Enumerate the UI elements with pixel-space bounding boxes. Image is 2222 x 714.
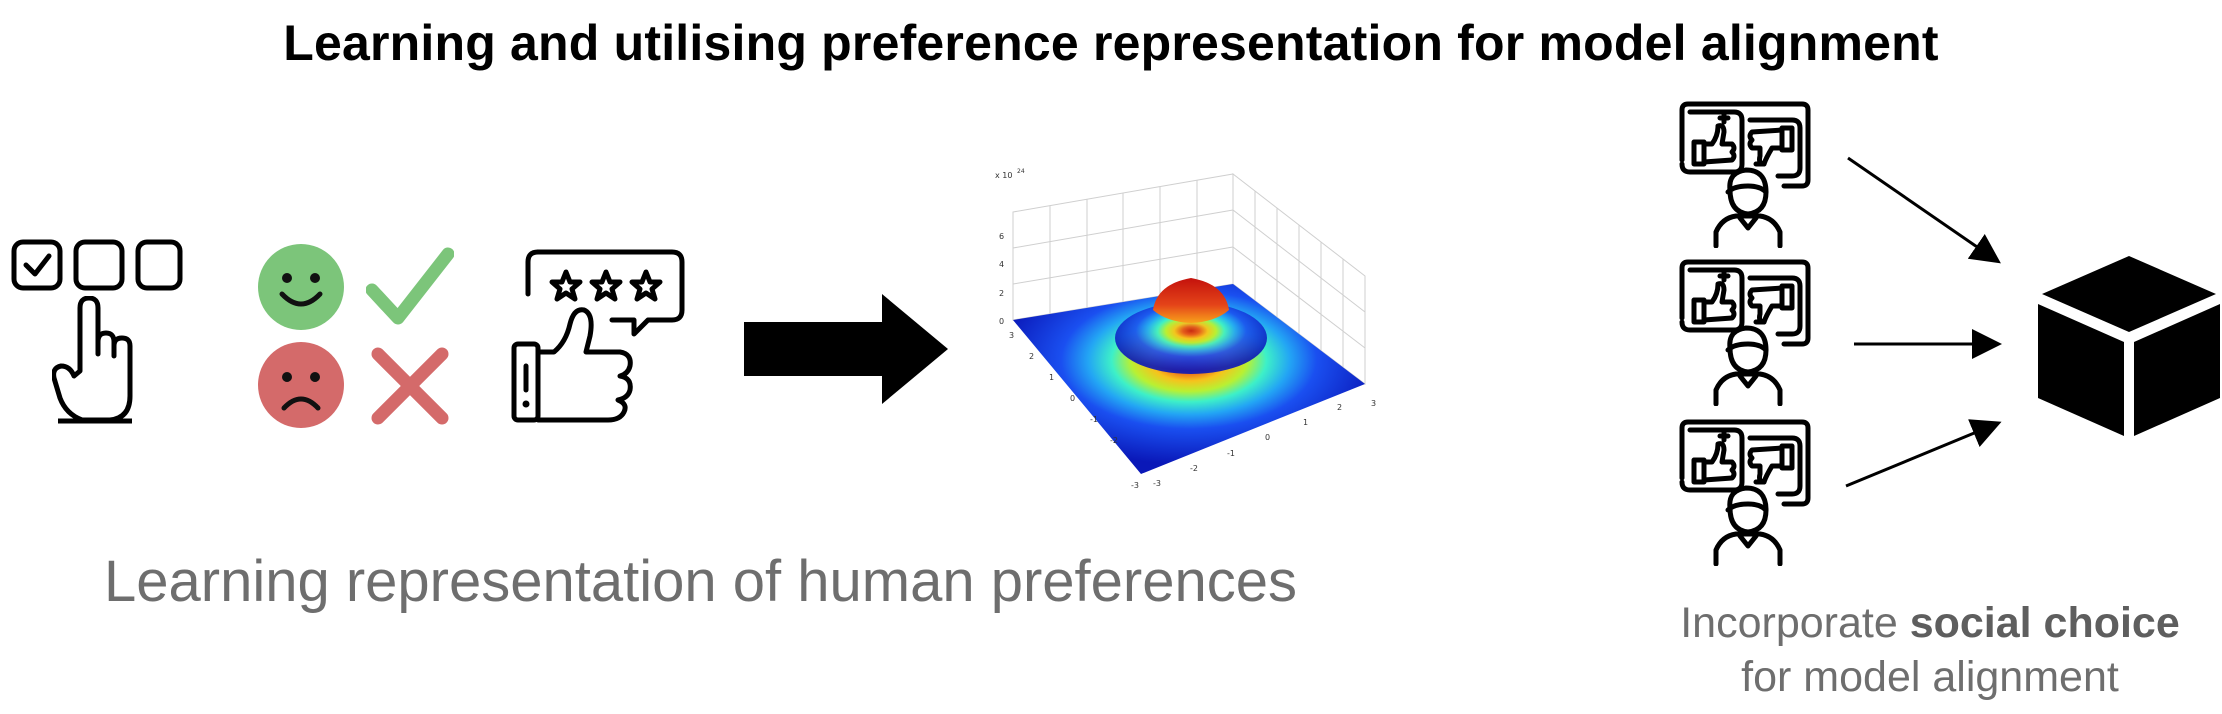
svg-text:1: 1: [1303, 418, 1308, 427]
svg-text:3: 3: [1371, 399, 1376, 408]
svg-text:-2: -2: [1190, 464, 1198, 473]
svg-text:1: 1: [1049, 373, 1054, 382]
3d-surface-plot: x 10 24 0 2 4 6 3 2 1 0 -1 -2 -3 -3 -2 -…: [995, 168, 1376, 490]
right-caption-prefix: Incorporate: [1680, 599, 1910, 647]
voter-icon-1: [1679, 101, 1811, 248]
svg-text:x 10: x 10: [995, 171, 1012, 180]
right-caption: Incorporate social choice for model alig…: [1640, 596, 2220, 704]
svg-text:0: 0: [999, 317, 1004, 326]
right-caption-line2: for model alignment: [1741, 653, 2119, 701]
star-rating-thumbs-up-icon: [511, 249, 685, 423]
svg-text:2: 2: [999, 289, 1004, 298]
pointing-hand-icon: [52, 296, 133, 424]
model-cube-icon: [2038, 256, 2220, 436]
cross-mark-icon: [371, 347, 449, 425]
svg-text:2: 2: [1337, 403, 1342, 412]
right-caption-bold: social choice: [1909, 599, 2180, 647]
voter-icon-3: [1679, 419, 1811, 566]
svg-text:3: 3: [1009, 331, 1014, 340]
svg-text:-1: -1: [1227, 449, 1235, 458]
voter-icon-2: [1679, 259, 1811, 406]
arrow-voter-3: [1845, 419, 2002, 488]
svg-text:2: 2: [1029, 352, 1034, 361]
happy-face-icon: [258, 244, 344, 330]
big-right-arrow: [744, 294, 948, 404]
svg-text:4: 4: [999, 260, 1004, 269]
checkbox-selection-icon: [11, 239, 183, 291]
svg-text:-2: -2: [1110, 436, 1118, 445]
sad-face-icon: [258, 342, 344, 428]
arrow-voter-1: [1847, 156, 2001, 264]
svg-text:0: 0: [1070, 394, 1075, 403]
svg-text:-3: -3: [1131, 481, 1139, 490]
svg-text:0: 0: [1265, 433, 1270, 442]
svg-text:-3: -3: [1153, 479, 1161, 488]
svg-text:24: 24: [1017, 168, 1025, 175]
check-mark-icon: [366, 247, 454, 325]
left-caption: Learning representation of human prefere…: [104, 549, 1297, 614]
diagram-title: Learning and utilising preference repres…: [283, 15, 1939, 71]
svg-text:-1: -1: [1090, 415, 1098, 424]
svg-text:6: 6: [999, 232, 1004, 241]
